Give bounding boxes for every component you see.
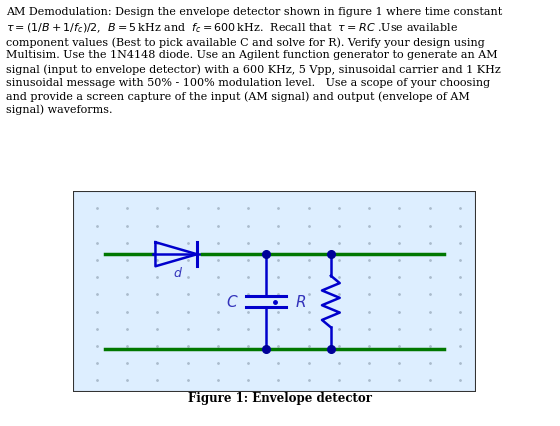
Text: $\tau=(1/B+1/f_c)/2$,  $B=5\,$kHz and  $f_c=600\,$kHz.  Recall that  $\tau=RC$ .: $\tau=(1/B+1/f_c)/2$, $B=5\,$kHz and $f_…	[6, 21, 458, 35]
Text: d: d	[174, 267, 181, 280]
Text: AM Demodulation: Design the envelope detector shown in figure 1 where time const: AM Demodulation: Design the envelope det…	[6, 7, 502, 17]
Text: and provide a screen capture of the input (AM signal) and output (envelope of AM: and provide a screen capture of the inpu…	[6, 91, 470, 101]
Text: R: R	[295, 294, 306, 309]
Text: Figure 1: Envelope detector: Figure 1: Envelope detector	[188, 391, 372, 404]
Text: Multisim. Use the 1N4148 diode. Use an Agilent function generator to generate an: Multisim. Use the 1N4148 diode. Use an A…	[6, 50, 498, 60]
Text: signal (input to envelope detector) with a 600 KHz, 5 Vpp, sinusoidal carrier an: signal (input to envelope detector) with…	[6, 64, 501, 75]
Text: sinusoidal message with 50% - 100% modulation level.   Use a scope of your choos: sinusoidal message with 50% - 100% modul…	[6, 77, 490, 87]
Text: component values (Best to pick available C and solve for R). Verify your design : component values (Best to pick available…	[6, 37, 485, 47]
Text: C: C	[227, 294, 237, 309]
Text: signal) waveforms.: signal) waveforms.	[6, 104, 113, 115]
